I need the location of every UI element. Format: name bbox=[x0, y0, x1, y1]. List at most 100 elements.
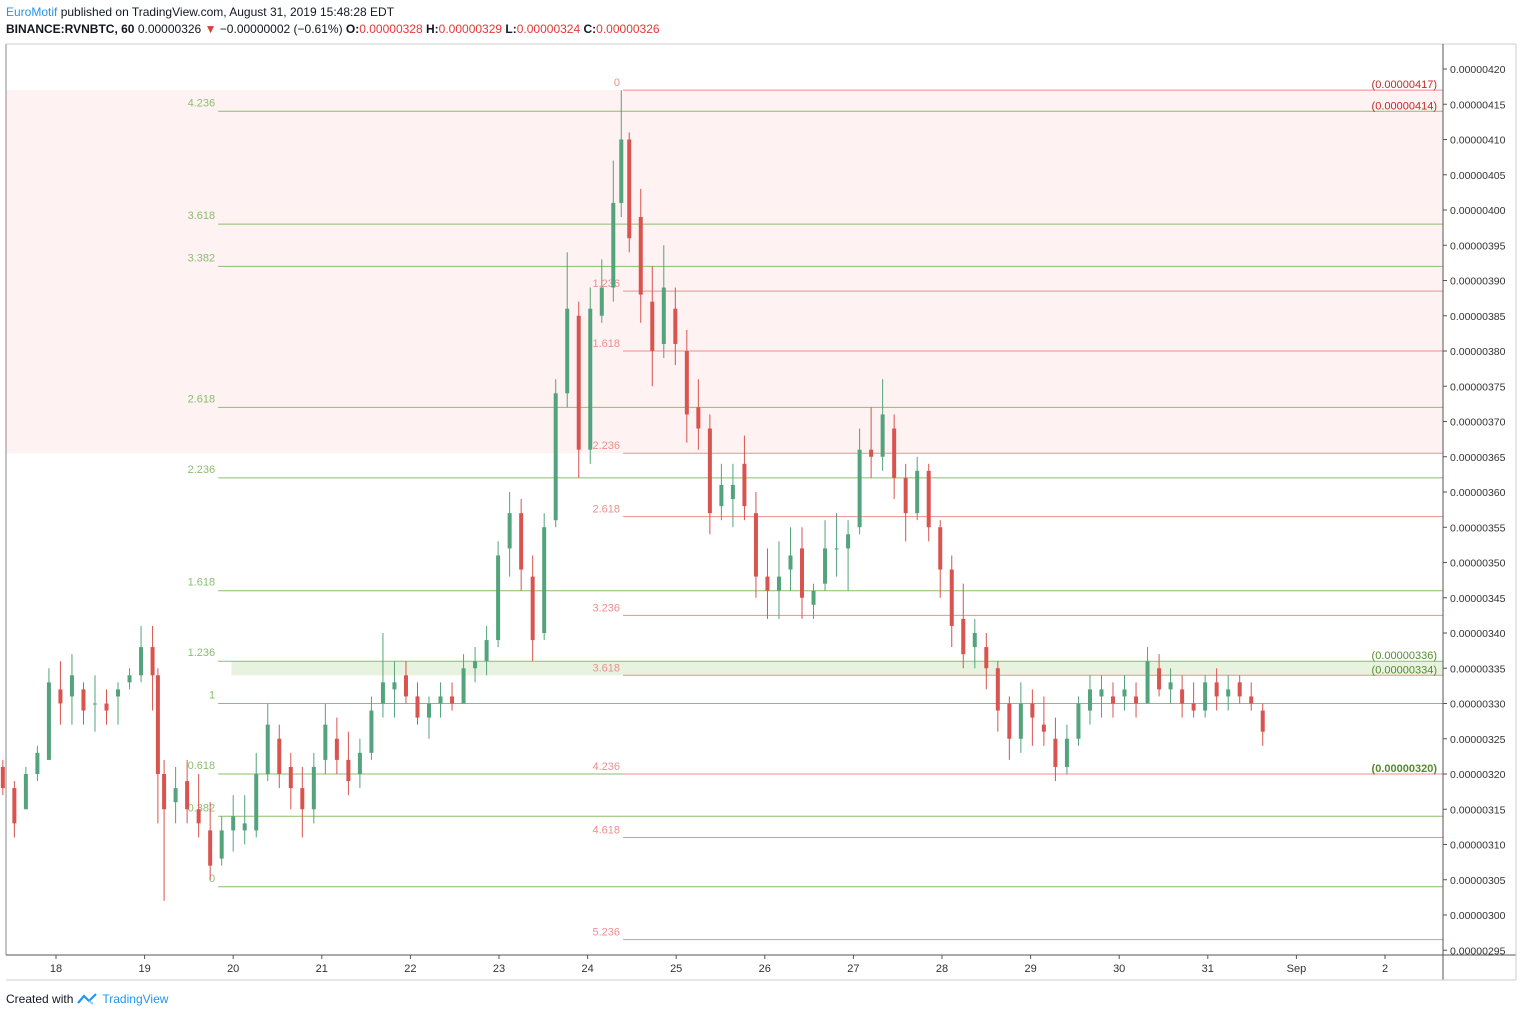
y-tick-label-0: 0.00000420 bbox=[1450, 64, 1506, 76]
fib-green-label-3: 2.618 bbox=[188, 393, 216, 405]
candle-body-84 bbox=[915, 470, 920, 514]
high-value: 0.00000329 bbox=[438, 22, 503, 36]
y-tick-label-12: 0.00000360 bbox=[1450, 487, 1506, 499]
fib-red-label-1: 1.236 bbox=[593, 278, 621, 290]
candle-body-95 bbox=[1041, 724, 1046, 732]
candle-body-56 bbox=[599, 287, 604, 316]
candle-body-36 bbox=[369, 710, 374, 753]
price-label-3: (0.00000334) bbox=[1372, 664, 1437, 676]
author-link[interactable]: EuroMotif bbox=[6, 5, 58, 19]
candle-body-98 bbox=[1076, 703, 1081, 739]
candle-body-74 bbox=[800, 548, 805, 598]
candle-body-28 bbox=[277, 738, 282, 774]
candle-body-111 bbox=[1226, 689, 1231, 697]
y-tick-label-4: 0.00000400 bbox=[1450, 205, 1506, 217]
candle-body-87 bbox=[949, 569, 954, 626]
candle-body-114 bbox=[1260, 710, 1265, 732]
candle-body-102 bbox=[1122, 689, 1127, 697]
y-tick-label-21: 0.00000315 bbox=[1450, 804, 1506, 816]
candle-body-54 bbox=[576, 315, 581, 450]
candle-body-49 bbox=[519, 513, 524, 570]
x-tick-label-14: Sep bbox=[1287, 963, 1307, 975]
fib-red-label-6: 3.618 bbox=[593, 662, 621, 674]
fib-red-label-0: 0 bbox=[614, 77, 620, 89]
candle-body-101 bbox=[1110, 696, 1115, 704]
y-tick-label-9: 0.00000375 bbox=[1450, 381, 1506, 393]
candle-body-24 bbox=[231, 816, 236, 831]
candle-body-4 bbox=[12, 788, 17, 824]
candle-body-103 bbox=[1134, 696, 1139, 704]
y-tick-label-16: 0.00000340 bbox=[1450, 628, 1506, 640]
candle-body-47 bbox=[496, 555, 501, 641]
candle-body-51 bbox=[542, 527, 547, 633]
candle-body-92 bbox=[1007, 703, 1012, 739]
candle-body-75 bbox=[811, 590, 816, 605]
candle-body-62 bbox=[661, 287, 666, 344]
candle-body-57 bbox=[611, 202, 616, 288]
candle-body-86 bbox=[938, 527, 943, 570]
candle-body-10 bbox=[81, 689, 86, 711]
candle-body-100 bbox=[1099, 689, 1104, 697]
y-tick-label-23: 0.00000305 bbox=[1450, 875, 1506, 887]
candle-body-91 bbox=[995, 668, 1000, 711]
published-text: published on TradingView.com, August 31,… bbox=[57, 5, 395, 19]
candle-body-88 bbox=[961, 618, 966, 655]
candle-body-96 bbox=[1053, 738, 1058, 767]
x-tick-label-1: 19 bbox=[138, 963, 150, 975]
close-value: 0.00000326 bbox=[596, 22, 660, 36]
candle-body-64 bbox=[684, 351, 689, 415]
fib-green-label-2: 3.382 bbox=[188, 252, 216, 264]
candle-body-7 bbox=[46, 682, 51, 760]
x-tick-label-9: 27 bbox=[847, 963, 859, 975]
candle-body-79 bbox=[857, 449, 862, 528]
created-with-text: Created with bbox=[6, 992, 74, 1006]
candle-body-112 bbox=[1237, 682, 1242, 697]
y-tick-label-13: 0.00000355 bbox=[1450, 522, 1506, 534]
fib-green-label-6: 1.236 bbox=[188, 647, 216, 659]
x-tick-label-3: 21 bbox=[316, 963, 328, 975]
candle-body-12 bbox=[104, 703, 109, 711]
y-tick-label-10: 0.00000370 bbox=[1450, 417, 1506, 429]
candle-body-17 bbox=[155, 675, 160, 774]
candle-body-5 bbox=[23, 774, 28, 810]
fib-red-label-4: 2.618 bbox=[593, 504, 621, 516]
candle-body-90 bbox=[984, 647, 989, 669]
fib-red-label-5: 3.236 bbox=[593, 602, 621, 614]
candle-body-39 bbox=[403, 675, 408, 697]
tradingview-logo[interactable]: TradingView bbox=[77, 992, 168, 1006]
y-tick-label-25: 0.00000295 bbox=[1450, 945, 1506, 957]
y-tick-label-6: 0.00000390 bbox=[1450, 276, 1506, 288]
candle-body-8 bbox=[58, 689, 63, 704]
down-arrow-icon: ▼ bbox=[204, 22, 217, 36]
candle-body-19 bbox=[173, 788, 178, 803]
candle-body-52 bbox=[553, 393, 558, 521]
candle-body-67 bbox=[719, 484, 724, 507]
candle-body-82 bbox=[892, 428, 897, 478]
low-label: L: bbox=[505, 22, 517, 36]
candle-body-65 bbox=[696, 407, 701, 429]
candle-body-30 bbox=[300, 788, 305, 810]
candle-body-110 bbox=[1214, 682, 1219, 697]
candle-body-70 bbox=[753, 513, 758, 577]
publish-line: EuroMotif published on TradingView.com, … bbox=[6, 4, 660, 21]
candle-body-44 bbox=[461, 668, 466, 704]
candle-body-32 bbox=[323, 724, 328, 760]
candle-body-78 bbox=[846, 534, 851, 549]
candle-body-80 bbox=[869, 449, 874, 457]
candle-body-107 bbox=[1180, 689, 1185, 704]
candle-body-83 bbox=[903, 477, 908, 514]
candle-body-76 bbox=[823, 548, 828, 584]
candle-body-63 bbox=[673, 308, 678, 344]
fib-green-label-7: 1 bbox=[209, 690, 215, 702]
candle-body-37 bbox=[380, 682, 385, 704]
candle-body-13 bbox=[116, 689, 121, 697]
x-tick-label-5: 23 bbox=[493, 963, 505, 975]
fib-green-label-1: 3.618 bbox=[188, 210, 216, 222]
candle-body-38 bbox=[392, 682, 397, 690]
zones-layer bbox=[6, 90, 1444, 676]
fib-green-label-8: 0.618 bbox=[188, 760, 216, 772]
y-tick-label-1: 0.00000415 bbox=[1450, 99, 1506, 111]
fib-red-label-8: 4.618 bbox=[593, 824, 621, 836]
x-tick-label-4: 22 bbox=[404, 963, 416, 975]
